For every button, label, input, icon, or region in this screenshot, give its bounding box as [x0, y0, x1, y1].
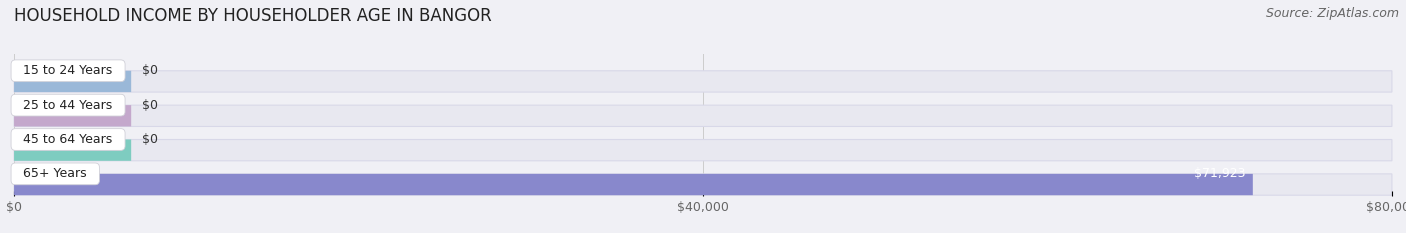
FancyBboxPatch shape: [14, 105, 131, 127]
FancyBboxPatch shape: [14, 140, 1392, 161]
FancyBboxPatch shape: [14, 140, 131, 161]
FancyBboxPatch shape: [14, 71, 1392, 92]
Text: 25 to 44 Years: 25 to 44 Years: [15, 99, 121, 112]
FancyBboxPatch shape: [14, 105, 1392, 127]
FancyBboxPatch shape: [14, 71, 131, 92]
FancyBboxPatch shape: [14, 174, 1253, 195]
Text: $0: $0: [142, 64, 159, 77]
Text: $71,923: $71,923: [1195, 167, 1246, 180]
Text: 15 to 24 Years: 15 to 24 Years: [15, 64, 121, 77]
FancyBboxPatch shape: [14, 174, 1392, 195]
Text: 65+ Years: 65+ Years: [15, 167, 96, 180]
Text: $0: $0: [142, 133, 159, 146]
Text: Source: ZipAtlas.com: Source: ZipAtlas.com: [1265, 7, 1399, 20]
Text: $0: $0: [142, 99, 159, 112]
Text: 45 to 64 Years: 45 to 64 Years: [15, 133, 121, 146]
Text: HOUSEHOLD INCOME BY HOUSEHOLDER AGE IN BANGOR: HOUSEHOLD INCOME BY HOUSEHOLDER AGE IN B…: [14, 7, 492, 25]
